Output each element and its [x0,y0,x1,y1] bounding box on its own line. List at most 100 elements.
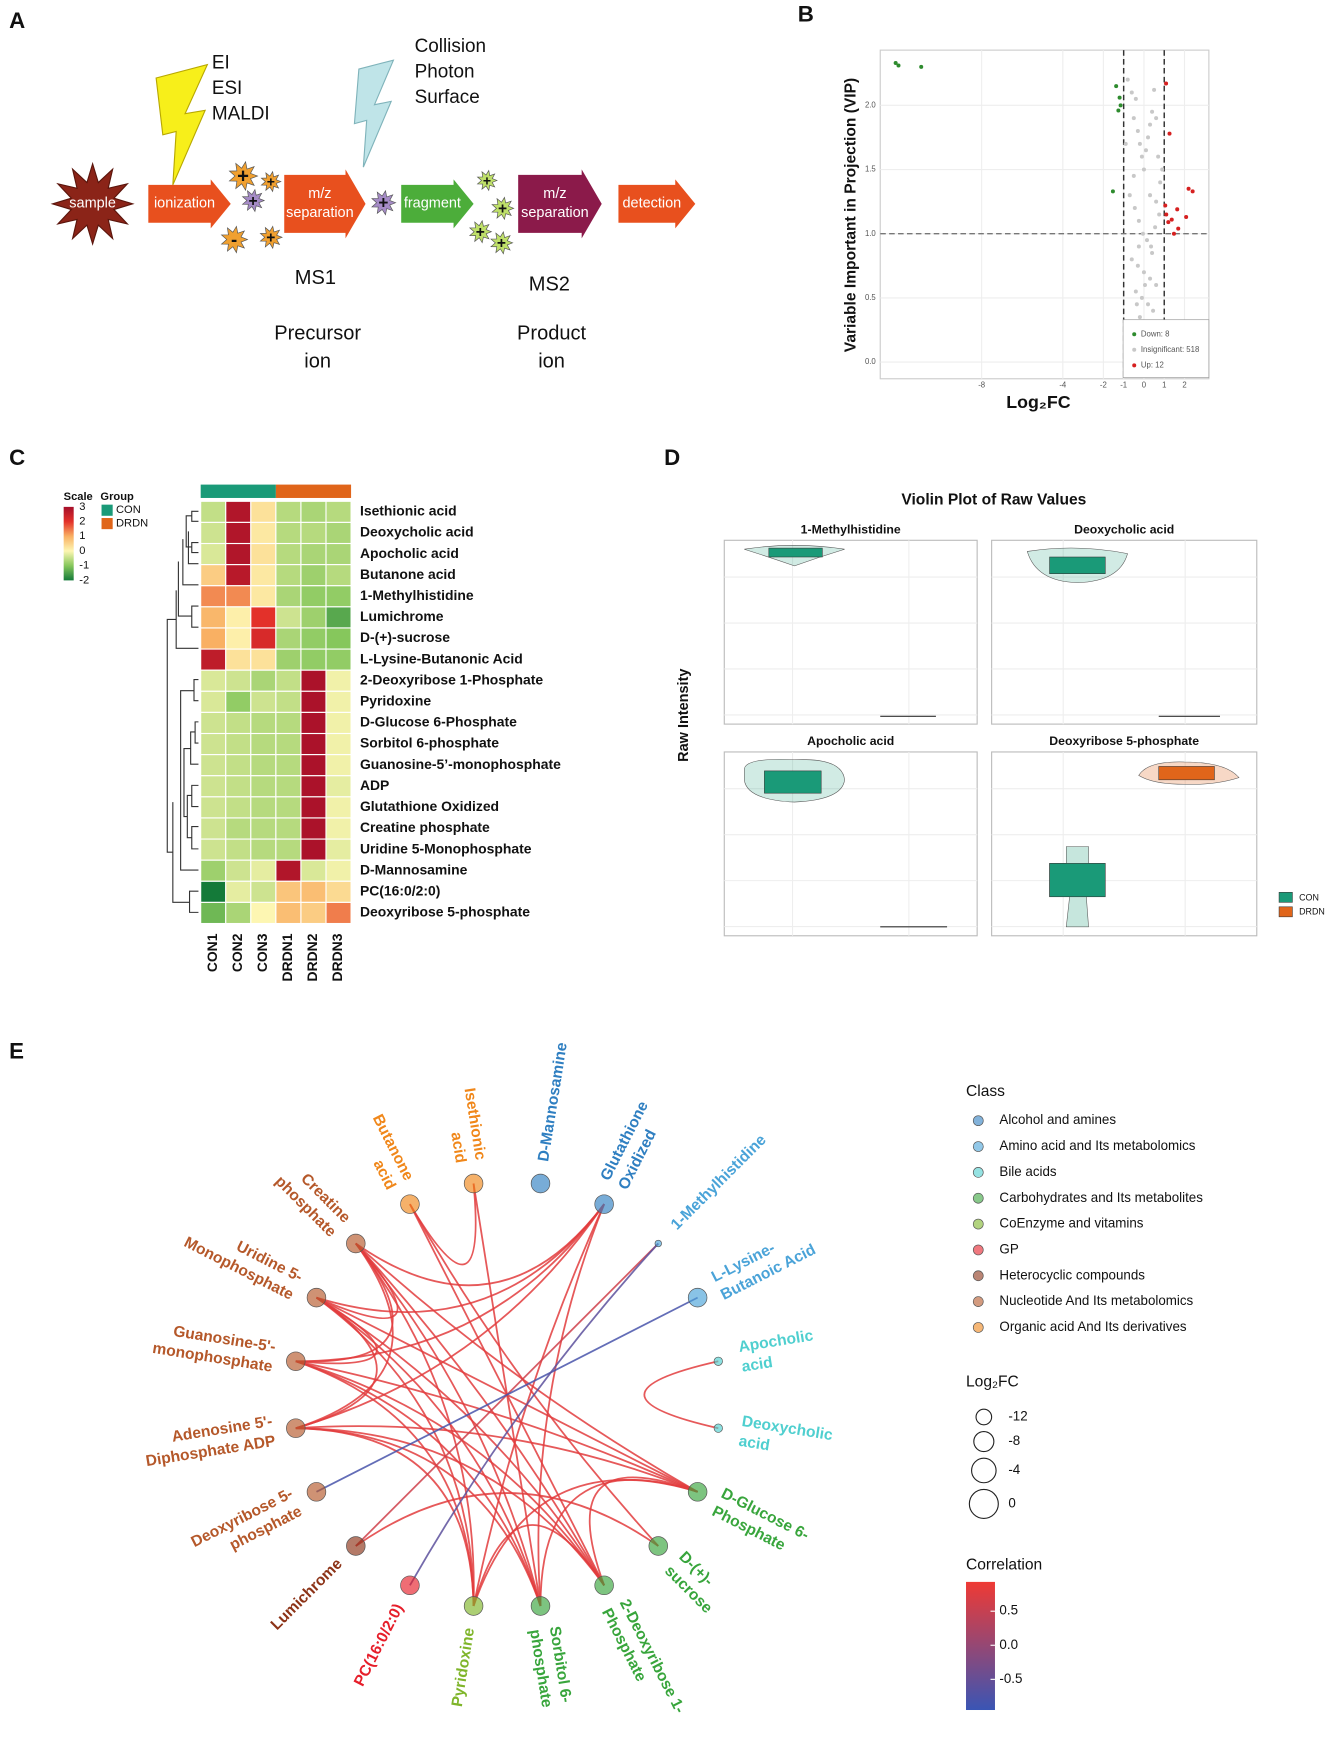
ion [490,231,514,255]
ion-sign: + [378,192,388,212]
node-label: D-Mannosamine [535,1041,571,1163]
heat-cell [200,901,227,925]
heat-cell [275,585,302,608]
heat-cell [200,564,227,587]
node-label: D-(+)-sucrose [661,1548,716,1617]
node-label-line: Apocholic [737,1327,814,1356]
heat-cell [225,648,252,671]
metabolite-node [530,1596,551,1616]
metabolite-node [306,1287,327,1308]
step-label: separation [521,205,589,221]
point [1137,315,1142,320]
correlation-edge [355,1242,475,1607]
heat-cell [300,627,327,650]
class-dot [972,1218,984,1230]
correlation-edge [295,1296,378,1365]
heat-cell [325,564,352,587]
size-key [968,1488,999,1519]
correlation-edge [295,1360,605,1586]
heat-cell [200,542,227,566]
row-label: L-Lysine-Butanonic Acid [360,650,523,666]
metabolite-node [713,1423,723,1433]
correlation-edge [537,1203,605,1607]
point [1139,154,1144,159]
heat-cell [300,542,327,566]
heat-cell [200,669,227,692]
heat-cell [275,564,302,587]
y-tick-label: 0.0 [865,357,876,366]
class-label: Heterocyclic compounds [999,1267,1145,1282]
scale-tick: 0 [79,545,85,557]
corr-title: Correlation [966,1556,1042,1573]
point [1148,193,1153,198]
group-label: DRDN [116,518,148,530]
correlation-edge [409,1242,659,1586]
size-key [973,1430,995,1453]
row-label: Glutathione Oxidized [360,798,499,814]
point [1133,289,1138,294]
legend-label: Down: 8 [1141,329,1170,338]
point [1163,203,1168,208]
heat-cell [300,775,327,798]
legend-dot [1132,363,1137,368]
point [1133,96,1138,101]
heat-cell [300,859,327,882]
heat-cell [250,627,277,650]
step-arrow [618,179,696,229]
node-label: Lumichrome [268,1555,346,1633]
legend-box [1122,319,1210,378]
node-label-line: acid [447,1131,469,1164]
heat-cell [275,732,302,756]
correlation-edge [295,1203,605,1430]
facet-title: Deoxyribose 5-phosphate [1049,734,1199,748]
heat-cell [300,690,327,713]
metabolite-node [594,1575,614,1596]
metabolite-node [687,1482,708,1502]
group-swatch [101,518,113,530]
legend-label: Up: 12 [1141,360,1164,369]
heat-cell [250,542,277,566]
ion [468,219,493,244]
heat-cell [300,711,327,735]
metabolite-node [286,1418,306,1438]
node-label: Deoxyribose 5-phosphate [189,1485,306,1554]
point [1152,87,1157,92]
step-label: m/z [308,186,331,202]
heat-cell [200,732,227,756]
point [1157,212,1162,217]
size-key-label: 0 [1008,1495,1015,1510]
ion [260,170,282,193]
point [1154,116,1159,121]
node-label: PC(16:0/2:0) [351,1601,407,1689]
point [1142,283,1147,288]
heat-cell [300,648,327,671]
heat-cell [275,500,302,523]
scale-tick: -2 [79,574,89,586]
heat-cell [200,711,227,735]
panel-label: B [798,1,814,26]
x-tick-label: -2 [1100,381,1107,390]
correlation-edge [472,1203,605,1607]
class-title: Class [966,1083,1005,1100]
group-title: Group [100,491,134,503]
row-label: Sorbitol 6-phosphate [360,735,499,751]
class-label: Carbohydrates and Its metabolites [999,1190,1203,1205]
correlation-edge [295,1242,394,1363]
dendrogram [166,510,199,913]
point [1164,212,1169,217]
heat-cell [225,521,252,545]
node-label: Pyridoxine [449,1626,478,1708]
heat-cell [275,648,302,671]
node-label: Adenosine 5'-Diphosphate ADP [145,1413,277,1470]
point [1164,81,1169,86]
ion-sign: + [248,193,257,210]
heat-cell [300,838,327,861]
facet-frame [723,539,978,725]
dissociation-method: Surface [415,87,480,108]
facet-frame [991,751,1258,937]
heat-cell [200,585,227,608]
correlation-edge [355,1203,605,1286]
ion [371,189,397,216]
